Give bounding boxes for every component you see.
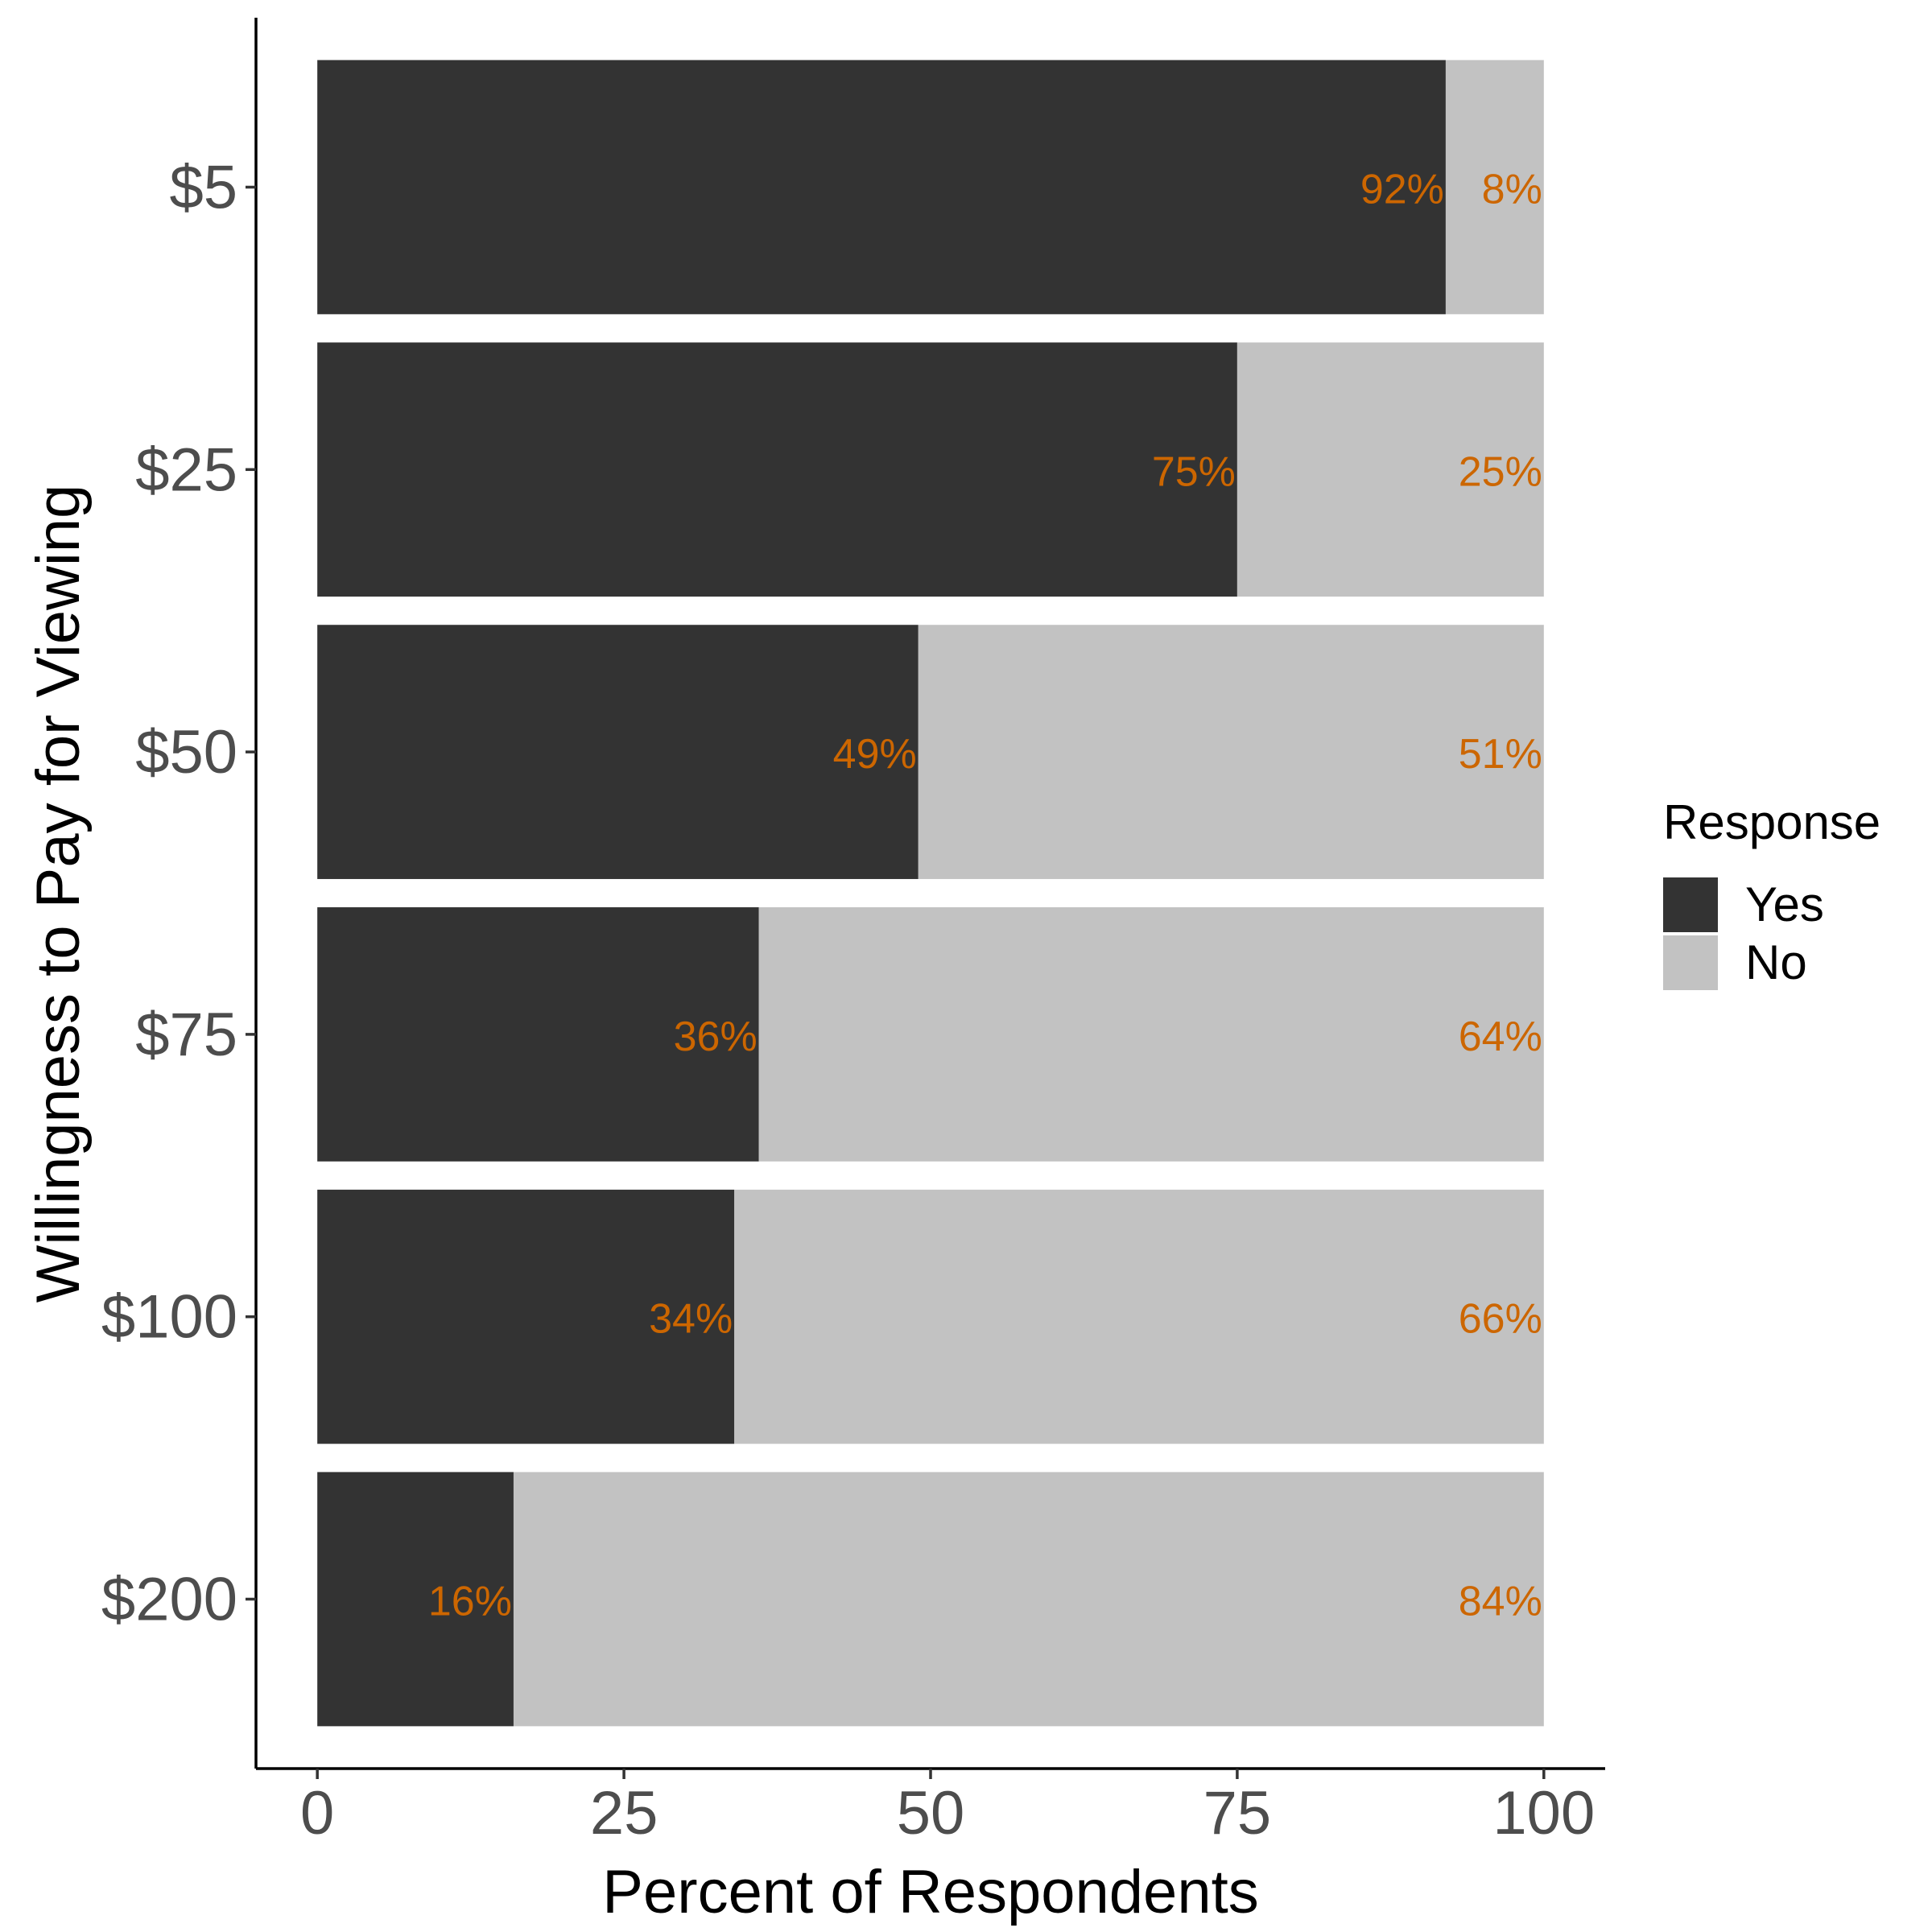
bar-no-200 [513,1472,1544,1727]
bar-no-50 [918,625,1544,879]
x-tick-label-100: 100 [1492,1779,1595,1847]
bar-yes-50 [317,625,919,879]
data-label-yes-5: 92% [1360,166,1444,213]
y-axis-title: Willingness to Pay for Viewing [24,485,93,1303]
bar-no-5 [1445,60,1544,315]
bar-no-25 [1236,342,1544,597]
y-tick-label-100: $100 [101,1283,237,1352]
data-label-yes-200: 16% [428,1579,512,1625]
data-label-no-25: 25% [1459,448,1542,495]
data-label-yes-25: 75% [1152,448,1236,495]
bar-no-75 [758,907,1544,1162]
data-label-no-100: 66% [1459,1296,1542,1343]
bar-yes-25 [317,342,1237,597]
data-label-no-50: 51% [1459,731,1542,778]
legend-title: Response [1663,795,1880,849]
x-tick-label-75: 75 [1203,1779,1272,1847]
y-tick-label-200: $200 [101,1566,237,1634]
data-label-no-75: 64% [1459,1013,1542,1060]
legend-key-no [1663,935,1718,990]
x-tick-label-25: 25 [590,1779,658,1847]
y-tick-label-25: $25 [135,436,237,504]
bar-no-100 [734,1189,1544,1444]
y-ticks-layer: $5 $25 $50 $75 $100 $200 [101,153,256,1634]
bars-layer [317,60,1544,1727]
y-tick-label-50: $50 [135,718,237,786]
y-tick-label-75: $75 [135,1001,237,1069]
legend-label-no: No [1745,935,1807,989]
data-label-no-200: 84% [1459,1579,1542,1625]
data-label-yes-50: 49% [833,731,917,778]
legend-label-yes: Yes [1745,877,1824,931]
bar-yes-100 [317,1189,735,1444]
data-label-yes-100: 34% [649,1296,733,1343]
legend-key-yes [1663,877,1718,932]
data-label-yes-75: 36% [674,1013,758,1060]
x-axis-title: Percent of Respondents [602,1858,1258,1926]
bar-yes-200 [317,1472,514,1727]
data-labels-layer: 92% 8% 75% 25% 49% 51% 36% 64% 34% 66% 16% 84% [428,166,1542,1624]
y-tick-label-5: $5 [169,153,237,221]
bar-yes-75 [317,907,759,1162]
bar-yes-5 [317,60,1446,315]
data-label-no-5: 8% [1482,166,1542,213]
x-ticks-layer: 0 25 50 75 100 [300,1769,1595,1847]
x-tick-label-0: 0 [300,1779,334,1847]
x-tick-label-50: 50 [897,1779,965,1847]
